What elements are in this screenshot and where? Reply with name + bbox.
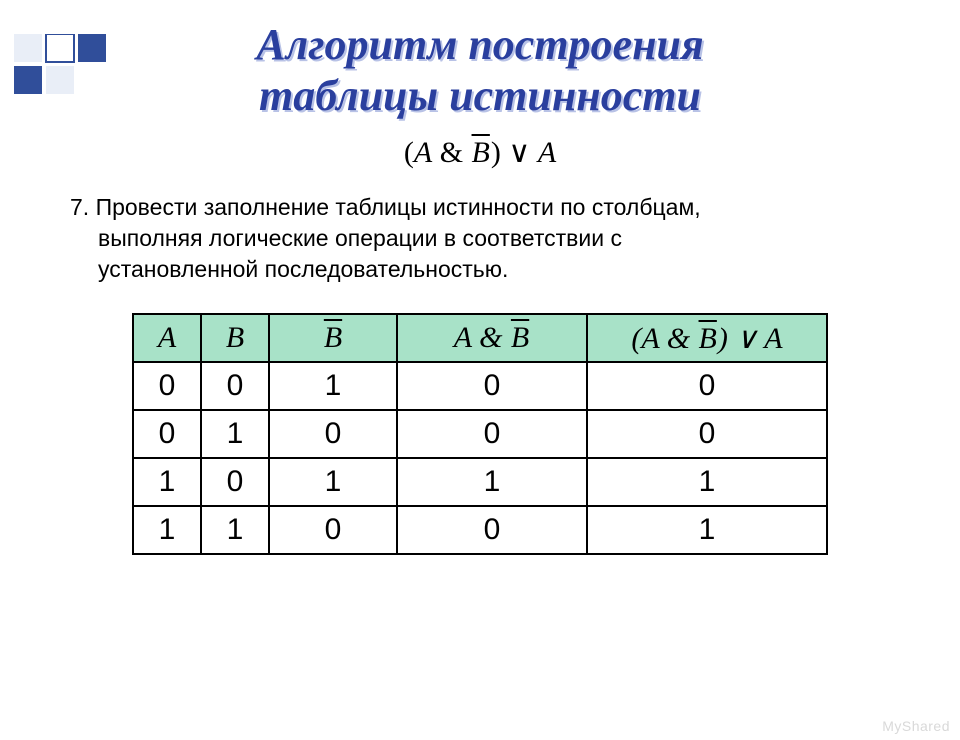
table-cell: 1 [397,458,587,506]
table-header: (A & B) ∨ A [587,314,827,362]
table-row: 10111 [133,458,827,506]
table-cell: 0 [133,410,201,458]
table-cell: 1 [269,458,397,506]
corner-decoration [14,34,114,109]
table-cell: 0 [269,410,397,458]
watermark: MyShared [882,718,950,734]
text-line: выполняя логические операции в соответст… [70,223,900,254]
table-cell: 1 [201,506,269,554]
table-cell: 1 [133,458,201,506]
table-cell: 1 [201,410,269,458]
table-header: A & B [397,314,587,362]
page-title: Алгоритм построения таблицы истинности [0,20,960,121]
text-line: установленной последовательностью. [70,254,900,285]
table-cell: 0 [201,458,269,506]
truth-table: ABBA & B(A & B) ∨ A 00100010001011111001 [132,313,828,555]
table-cell: 0 [397,506,587,554]
table-header: B [201,314,269,362]
table-cell: 0 [587,362,827,410]
table-cell: 0 [397,362,587,410]
table-row: 00100 [133,362,827,410]
table-cell: 0 [397,410,587,458]
instruction-text: 7. Провести заполнение таблицы истинност… [70,192,900,285]
table-cell: 0 [201,362,269,410]
table-header: B [269,314,397,362]
table-cell: 0 [269,506,397,554]
table-cell: 1 [587,506,827,554]
table-cell: 1 [587,458,827,506]
table-row: 01000 [133,410,827,458]
table-cell: 1 [133,506,201,554]
table-cell: 0 [133,362,201,410]
table-cell: 1 [269,362,397,410]
table-header: A [133,314,201,362]
formula: (A & B) ∨ A [0,135,960,170]
table-cell: 0 [587,410,827,458]
text-line: 7. Провести заполнение таблицы истинност… [70,194,701,220]
table-row: 11001 [133,506,827,554]
